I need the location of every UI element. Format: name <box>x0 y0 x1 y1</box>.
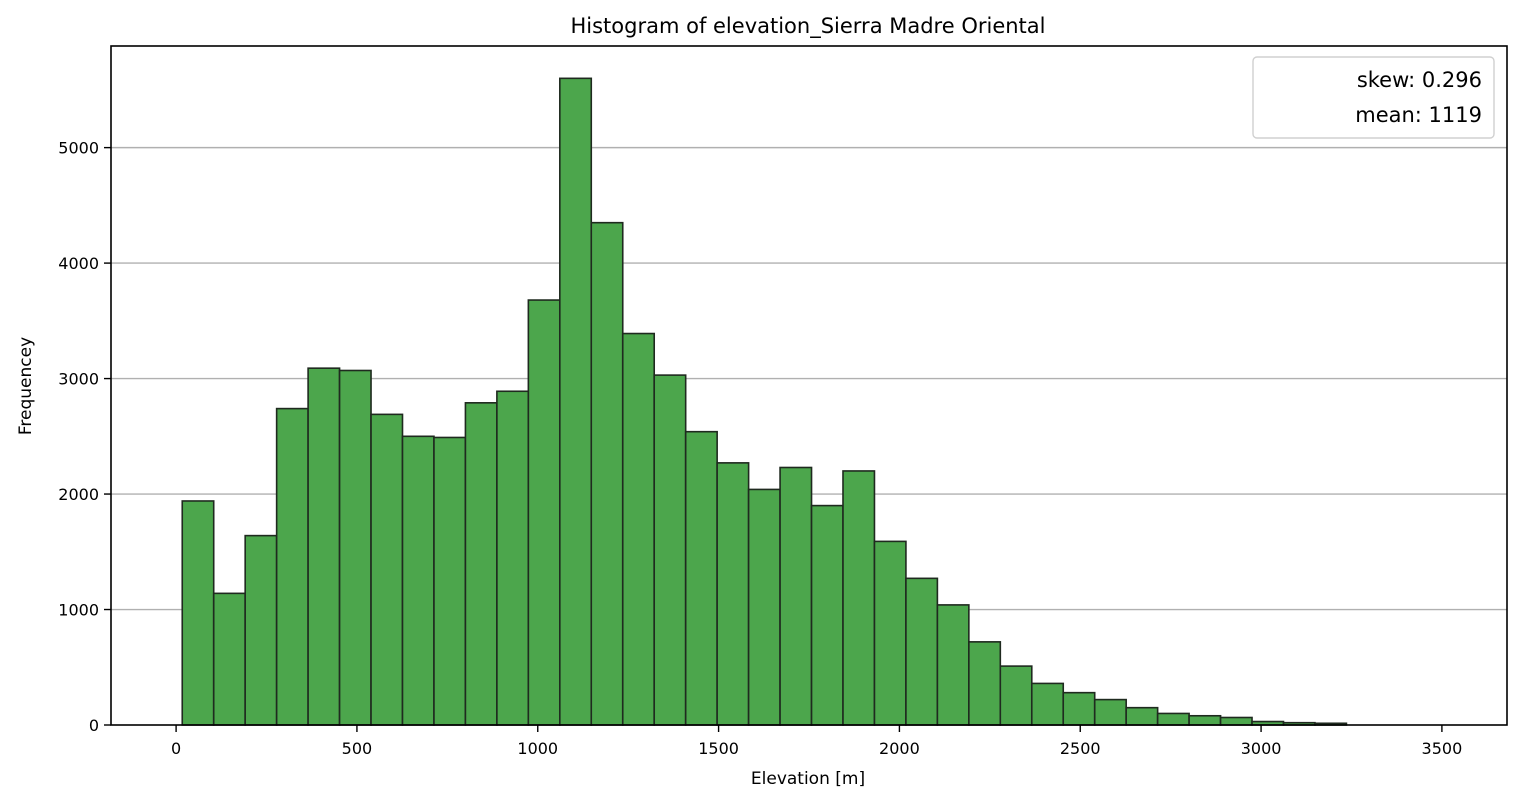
y-tick-label-3: 3000 <box>58 370 99 389</box>
bar-29 <box>1093 698 1127 726</box>
bar-14 <box>621 332 656 726</box>
x-axis-label: Elevation [m] <box>751 769 865 789</box>
x-tick-label-4: 2000 <box>879 739 920 758</box>
y-tick-label-1: 1000 <box>58 601 99 620</box>
bar-30 <box>1125 706 1159 726</box>
y-axis-label: Frequencey <box>16 337 36 435</box>
bar-17 <box>716 462 750 726</box>
bar-0 <box>181 500 215 726</box>
x-tick-label-0: 0 <box>171 739 181 758</box>
bar-28 <box>1062 691 1096 726</box>
x-tick-label-5: 2500 <box>1060 739 1101 758</box>
bar-5 <box>338 369 372 726</box>
y-axis-ticks: 0 1000 2000 3000 4000 5000 <box>58 139 111 735</box>
bar-8 <box>433 436 467 726</box>
x-tick-label-6: 3000 <box>1241 739 1282 758</box>
bar-12 <box>559 77 593 726</box>
plot-frame <box>110 45 1508 726</box>
x-tick-label-1: 500 <box>342 739 373 758</box>
bar-20 <box>810 504 844 726</box>
chart-title: Histogram of elevation_Sierra Madre Orie… <box>570 14 1045 39</box>
bar-31 <box>1156 712 1190 726</box>
x-tick-label-3: 1500 <box>698 739 739 758</box>
legend-mean: mean: 1119 <box>1355 103 1482 127</box>
bar-27 <box>1030 682 1065 726</box>
bar-25 <box>968 641 1002 726</box>
bar-18 <box>747 488 781 726</box>
x-axis-ticks: 0 500 1000 1500 2000 2500 3000 3500 <box>171 725 1462 758</box>
y-tick-label-0: 0 <box>89 716 99 735</box>
bar-4 <box>307 367 341 726</box>
bar-6 <box>370 413 404 726</box>
bar-22 <box>873 540 907 726</box>
bar-21 <box>842 470 876 726</box>
y-tick-label-5: 5000 <box>58 139 99 158</box>
bar-33 <box>1219 716 1253 726</box>
x-tick-label-2: 1000 <box>517 739 558 758</box>
bar-11 <box>527 299 561 726</box>
bar-10 <box>496 390 530 726</box>
bar-2 <box>244 534 278 726</box>
bar-24 <box>936 604 970 726</box>
legend-box <box>1252 56 1495 139</box>
bar-1 <box>212 592 246 726</box>
legend: skew: 0.296 mean: 1119 <box>1252 56 1495 139</box>
bar-15 <box>653 374 687 726</box>
bar-13 <box>590 221 624 726</box>
x-tick-label-7: 3500 <box>1422 739 1463 758</box>
legend-skew: skew: 0.296 <box>1357 68 1482 92</box>
bar-32 <box>1188 714 1222 726</box>
bars <box>181 77 1348 726</box>
bar-26 <box>999 665 1033 726</box>
bar-16 <box>684 430 718 726</box>
y-tick-label-2: 2000 <box>58 485 99 504</box>
bar-3 <box>275 407 309 726</box>
bar-9 <box>464 402 498 726</box>
bar-7 <box>401 435 435 726</box>
bar-23 <box>905 577 939 726</box>
y-tick-label-4: 4000 <box>58 254 99 273</box>
bar-19 <box>779 466 813 726</box>
